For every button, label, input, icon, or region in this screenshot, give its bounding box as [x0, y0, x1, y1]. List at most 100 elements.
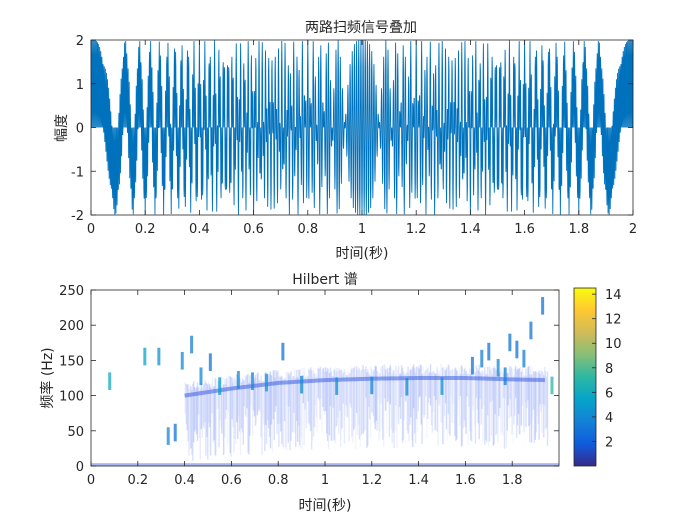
spectrum-haze-streak	[499, 371, 501, 409]
spectrum-haze-streak	[383, 364, 386, 399]
spectrum-haze-streak	[500, 367, 502, 434]
spectrum-haze-streak	[344, 371, 347, 416]
spectrum-haze-streak	[418, 368, 420, 398]
spectrum-haze-streak	[211, 377, 214, 414]
signal-y-ticks: -2 -1 0 1 2	[71, 34, 633, 224]
spectrum-y-tick-label: 200	[59, 319, 84, 334]
signal-x-tick-label: 0.2	[135, 222, 156, 237]
spectrum-y-tick-label: 100	[59, 390, 84, 405]
spectrum-haze-streak	[359, 372, 362, 447]
signal-axes: 两路扫频信号叠加 0 0.2 0.4 0.6 0.8 1 1.2 1.4 1.6 1.8 2 -2-…	[54, 20, 637, 262]
spectrum-haze-streak	[407, 366, 409, 434]
spectrum-haze-streak	[353, 367, 355, 430]
spectrum-spike	[405, 378, 409, 396]
spectrum-spike	[199, 367, 203, 386]
colorbar-tick-label: 2	[605, 435, 613, 450]
spectrum-haze-streak	[361, 368, 363, 434]
spectrum-haze-streak	[246, 375, 248, 409]
spectrum-haze-streak	[346, 374, 348, 417]
spectrum-haze-streak	[294, 369, 296, 433]
spectrum-haze-streak	[402, 371, 405, 441]
spectrum-haze-streak	[541, 371, 543, 434]
spectrum-haze-streak	[434, 374, 436, 431]
spectrum-haze-streak	[217, 380, 219, 409]
spectrum-haze-streak	[245, 376, 247, 417]
colorbar: 2 4 6 8 10 12 14	[573, 287, 622, 467]
spectrum-haze-streak	[433, 372, 435, 396]
spectrum-haze-streak	[452, 369, 454, 404]
spectrum-haze-streak	[388, 367, 391, 437]
spectrum-haze-streak	[426, 365, 428, 438]
spectrum-haze-streak	[466, 374, 468, 397]
spectrum-haze-streak	[213, 386, 216, 441]
spectrum-haze-streak	[191, 389, 193, 455]
spectrum-haze-streak	[231, 377, 233, 420]
spectrum-haze-streak	[471, 369, 473, 442]
spectrum-haze-streak	[322, 368, 324, 407]
spectrum-haze-streak	[313, 373, 316, 428]
spectrum-haze-streak	[327, 369, 330, 449]
spectrum-haze-streak	[266, 373, 268, 445]
spectrum-haze-streak	[287, 372, 289, 443]
spectrum-haze-streak	[363, 369, 365, 433]
spectrum-haze-streak	[536, 373, 538, 416]
spectrum-spike	[550, 376, 554, 395]
spectrum-haze-streak	[498, 373, 500, 417]
spectrum-haze-streak	[286, 372, 289, 407]
spectrum-haze-streak	[462, 373, 464, 429]
spectrum-haze-streak	[215, 379, 217, 457]
spectrum-haze-streak	[495, 370, 497, 435]
spectrum-haze-streak	[385, 366, 388, 434]
signal-x-tick-label: 0.6	[243, 222, 264, 237]
spectrum-x-tick-label: 0.2	[127, 473, 148, 488]
spectrum-haze-streak	[491, 374, 494, 401]
spectrum-spike	[487, 342, 491, 361]
spectrum-haze-streak	[220, 377, 222, 428]
spectrum-haze-streak	[543, 375, 545, 438]
spectrum-haze-streak	[304, 377, 306, 410]
spectrum-haze-streak	[493, 366, 495, 445]
spectrum-haze-streak	[502, 373, 505, 398]
spectrum-haze-streak	[251, 372, 254, 436]
spectrum-haze-streak	[279, 375, 281, 424]
spectrum-haze-streak	[321, 372, 323, 432]
spectrum-haze-streak	[275, 370, 277, 407]
spectrum-plot-area	[91, 297, 559, 466]
spectrum-haze-streak	[413, 368, 416, 434]
spectrum-haze-streak	[480, 373, 482, 425]
spectrum-spike	[281, 342, 285, 361]
spectrum-haze-streak	[298, 369, 301, 446]
spectrum-haze-streak	[200, 382, 202, 429]
spectrum-haze-streak	[396, 369, 398, 449]
spectrum-haze-streak	[458, 367, 461, 427]
spectrum-haze-streak	[323, 367, 325, 411]
colorbar-tick-label: 8	[605, 362, 613, 377]
spectrum-haze-streak	[393, 370, 395, 448]
spectrum-haze-streak	[519, 366, 522, 435]
spectrum-haze-streak	[515, 365, 517, 398]
spectrum-haze-streak	[358, 368, 361, 440]
spectrum-haze-streak	[345, 375, 347, 406]
spectrum-haze-streak	[450, 368, 452, 397]
spectrum-haze-streak	[236, 374, 238, 423]
spectrum-haze-streak	[189, 384, 191, 450]
spectrum-x-tick-label: 0.6	[221, 473, 242, 488]
spectrum-haze-streak	[319, 367, 321, 420]
spectrum-haze-streak	[535, 371, 537, 433]
spectrum-haze-streak	[364, 369, 366, 430]
spectrum-haze-streak	[206, 383, 208, 438]
spectrum-haze-streak	[523, 375, 525, 433]
spectrum-haze-streak	[427, 368, 429, 419]
spectrum-haze-streak	[538, 370, 540, 440]
spectrum-haze-streak	[408, 372, 410, 442]
spectrum-haze-streak	[428, 371, 431, 398]
spectrum-haze-streak	[456, 370, 459, 416]
spectrum-haze-streak	[437, 373, 439, 446]
spectrum-haze-streak	[431, 371, 434, 433]
signal-y-tick-label: -1	[71, 165, 84, 180]
spectrum-haze-streak	[240, 382, 243, 429]
spectrum-haze-streak	[403, 374, 406, 421]
spectrum-spike	[157, 347, 161, 366]
spectrum-haze-streak	[354, 365, 356, 428]
spectrum-haze-streak	[379, 372, 381, 432]
